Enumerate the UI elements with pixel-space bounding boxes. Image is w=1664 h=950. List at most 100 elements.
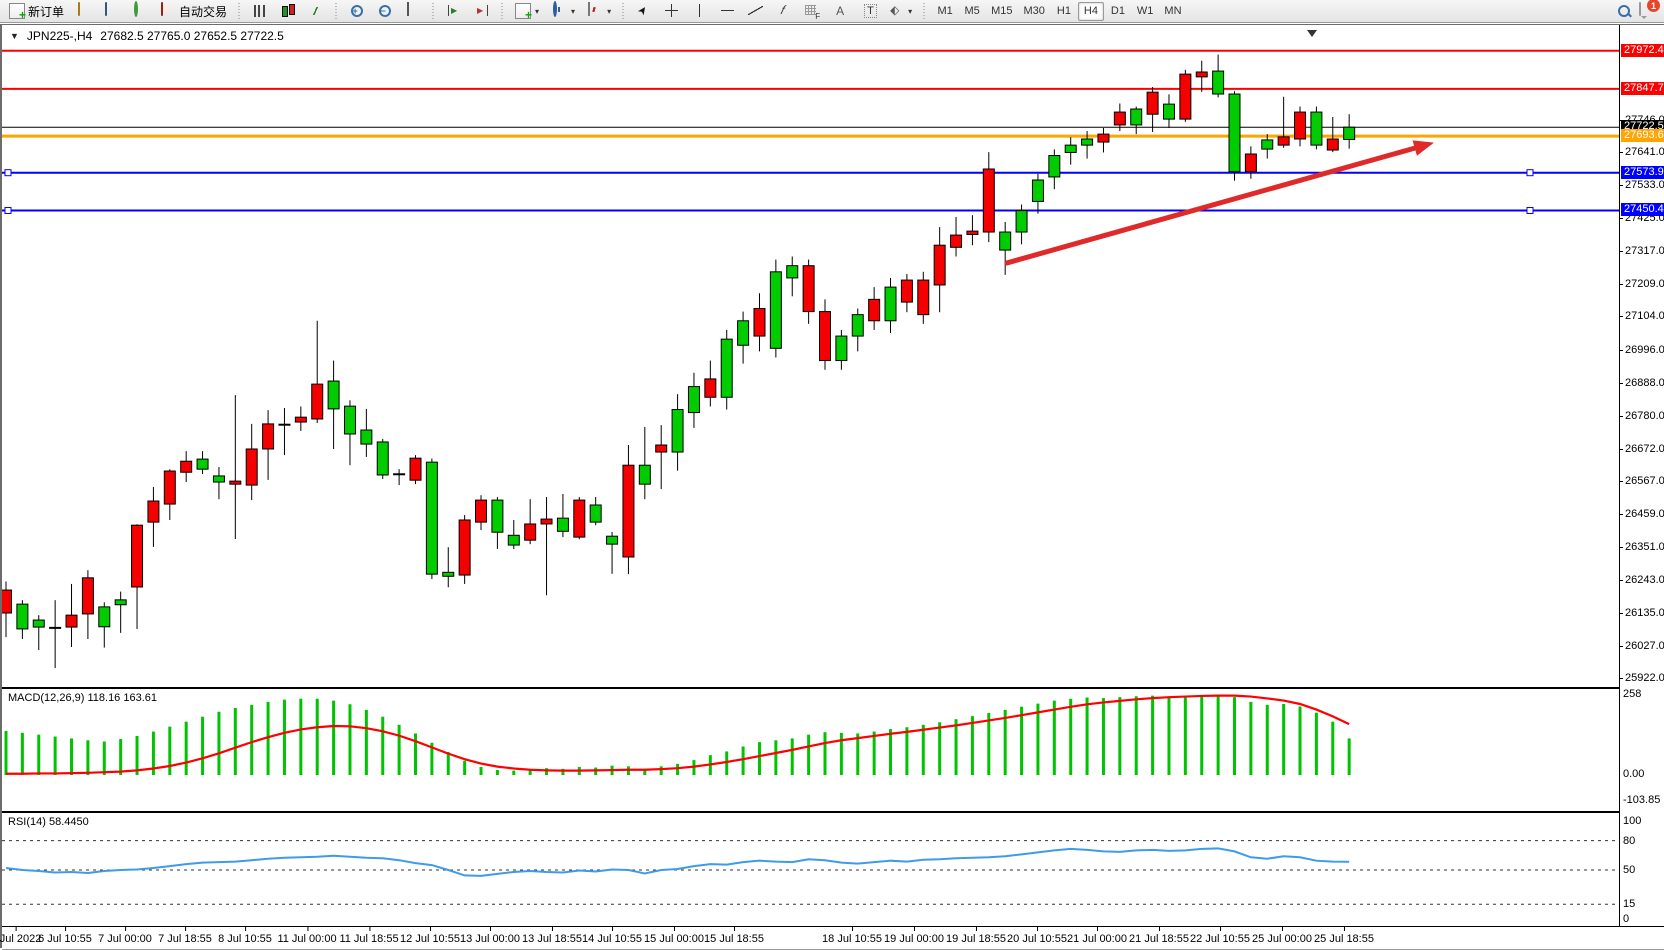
autotrading-button[interactable]: 自动交易 xyxy=(155,1,232,21)
search-icon[interactable] xyxy=(1616,3,1632,19)
candle-body xyxy=(1048,155,1061,178)
price-tick: 27317.0 xyxy=(1620,245,1664,258)
candle-body xyxy=(1212,70,1225,95)
candle-body xyxy=(1326,138,1339,151)
timeframe-h1[interactable]: H1 xyxy=(1056,5,1071,17)
autotrading-icon xyxy=(161,2,164,16)
auto-scroll-button[interactable] xyxy=(441,1,467,21)
time-tick: 18 Jul 10:55 xyxy=(822,927,882,945)
candle-body xyxy=(1015,210,1028,233)
data-window-button[interactable] xyxy=(99,1,125,21)
cursor-icon xyxy=(636,3,652,19)
chart-shift-button[interactable] xyxy=(469,1,495,21)
line-handle[interactable] xyxy=(4,169,12,177)
candle-body xyxy=(262,423,275,450)
candle-body xyxy=(950,234,963,248)
zoom-in-icon xyxy=(349,3,365,19)
market-watch-button[interactable] xyxy=(71,1,97,21)
timeframe-m15[interactable]: M15 xyxy=(991,5,1013,17)
chevron-down-icon: ▾ xyxy=(571,6,576,16)
zoom-out-icon xyxy=(377,3,393,19)
line-chart-icon xyxy=(308,3,324,19)
candle-body xyxy=(16,603,29,630)
timeframe-m30[interactable]: M30 xyxy=(1023,5,1045,17)
candle-body xyxy=(1162,103,1175,120)
candle-body xyxy=(999,231,1012,251)
candle-body xyxy=(212,475,225,483)
notification-badge: 1 xyxy=(1647,0,1660,12)
chart-shift-marker-icon[interactable] xyxy=(1307,30,1317,37)
candle-body xyxy=(573,499,586,538)
candle-body xyxy=(475,499,488,523)
candle-body xyxy=(1310,111,1323,146)
candle-body xyxy=(737,320,750,346)
profiles-button[interactable]: ▾ xyxy=(546,1,580,21)
crosshair-icon xyxy=(664,3,680,19)
timeframe-mn[interactable]: MN xyxy=(1164,5,1182,17)
time-tick: 13 Jul 00:00 xyxy=(460,927,520,945)
vline-tool-button[interactable] xyxy=(687,1,713,21)
zoom-in-button[interactable] xyxy=(344,1,370,21)
rsi-axis-tick: 0 xyxy=(1623,913,1630,925)
candle-body xyxy=(835,335,848,362)
toolbar-separator xyxy=(237,3,243,19)
zoom-out-button[interactable] xyxy=(372,1,398,21)
candlestick-chart[interactable] xyxy=(2,25,1619,685)
line-chart-button[interactable] xyxy=(303,1,329,21)
price-pane[interactable]: ▼ JPN225-,H4 27682.5 27765.0 27652.5 277… xyxy=(2,25,1664,685)
crosshair-tool-button[interactable] xyxy=(659,1,685,21)
line-handle[interactable] xyxy=(1526,206,1534,214)
bar-chart-button[interactable] xyxy=(247,1,273,21)
time-tick: 19 Jul 00:00 xyxy=(884,927,944,945)
candle-body xyxy=(442,571,455,577)
time-tick: 6 Jul 10:55 xyxy=(38,927,92,945)
new-chart-button[interactable]: ▾ xyxy=(510,1,544,22)
rsi-pane[interactable]: RSI(14) 58.4450 xyxy=(2,811,1664,926)
tile-windows-icon xyxy=(407,2,410,16)
price-badge-support-1: 27573.9 xyxy=(1621,165,1664,179)
time-tick: 7 Jul 18:55 xyxy=(158,927,212,945)
timeframe-d1[interactable]: D1 xyxy=(1110,5,1125,17)
text-tool-button[interactable] xyxy=(827,1,853,21)
hline-tool-button[interactable] xyxy=(715,1,741,21)
candle-body xyxy=(98,606,111,628)
tile-windows-button[interactable] xyxy=(400,1,426,21)
shapes-tool-button[interactable]: ▾ xyxy=(883,1,917,21)
candle-body xyxy=(671,409,684,453)
timeframe-h4[interactable]: H4 xyxy=(1077,1,1104,21)
time-tick: 21 Jul 18:55 xyxy=(1129,927,1189,945)
price-tick: 26243.0 xyxy=(1620,573,1664,586)
collapse-arrow-icon[interactable]: ▼ xyxy=(10,31,19,41)
candle-body xyxy=(540,518,553,525)
timeframe-m5[interactable]: M5 xyxy=(964,5,980,17)
price-tick: 26351.0 xyxy=(1620,540,1664,553)
trendline-tool-button[interactable] xyxy=(743,1,769,21)
rsi-axis-tick: 50 xyxy=(1623,864,1636,876)
chart-shift-icon xyxy=(474,3,490,19)
indicators-button[interactable]: ▾ xyxy=(582,1,616,21)
price-tick: 25922.0 xyxy=(1620,672,1664,685)
macd-pane[interactable]: MACD(12,26,9) 118.16 163.61 xyxy=(2,687,1664,809)
time-tick: 15 Jul 18:55 xyxy=(704,927,764,945)
notifications-button[interactable]: 1 xyxy=(1638,0,1660,19)
candlestick-button[interactable] xyxy=(275,1,301,21)
fibo-grid-tool-button[interactable] xyxy=(799,1,825,21)
price-tick: 26780.0 xyxy=(1620,409,1664,422)
chevron-down-icon: ▾ xyxy=(535,6,540,16)
trend-arrow-line[interactable] xyxy=(1004,145,1418,266)
candle-body xyxy=(1261,139,1274,150)
navigator-button[interactable] xyxy=(127,1,153,21)
candle-body xyxy=(147,500,160,523)
line-handle[interactable] xyxy=(4,206,12,214)
price-axis[interactable]: 27746.027641.027533.027425.027317.027209… xyxy=(1619,25,1664,926)
time-tick: 11 Jul 18:55 xyxy=(339,927,399,945)
line-handle[interactable] xyxy=(1526,169,1534,177)
fibonacci-tool-button[interactable] xyxy=(771,1,797,21)
new-order-button[interactable]: 新订单 xyxy=(4,1,69,22)
label-tool-button[interactable] xyxy=(855,1,881,21)
timeframe-w1[interactable]: W1 xyxy=(1136,5,1154,17)
cursor-tool-button[interactable] xyxy=(631,1,657,21)
timeframe-m1[interactable]: M1 xyxy=(937,5,953,17)
